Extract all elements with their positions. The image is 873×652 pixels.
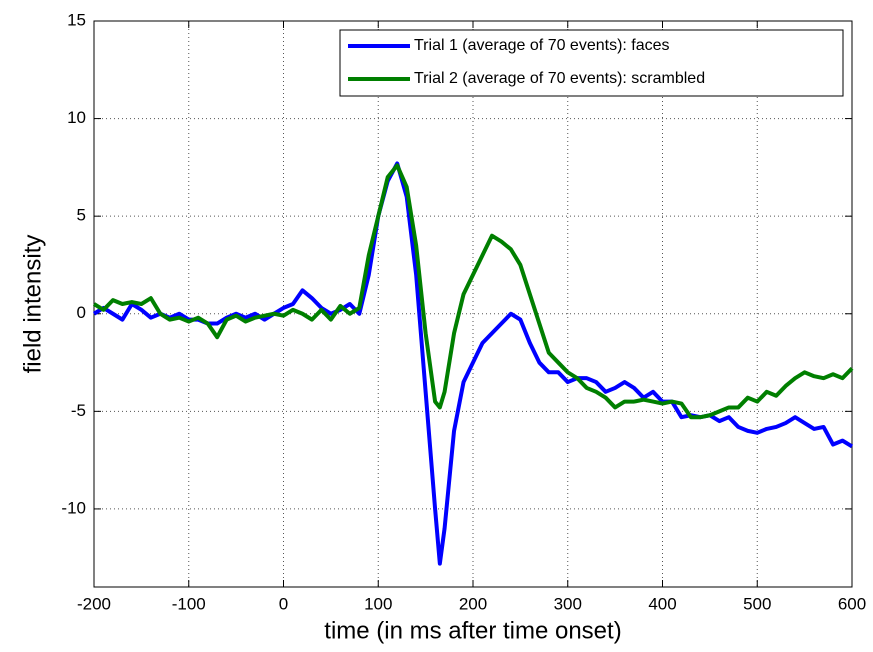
x-tick-label: 500 [743,594,771,613]
x-tick-label: -100 [172,594,206,613]
data-line [92,163,854,420]
legend-label: Trial 2 (average of 70 events): scramble… [414,70,705,87]
x-tick-label: 400 [648,594,676,613]
y-tick-label: 10 [67,108,86,127]
data-line [92,161,854,566]
x-tick-label: -200 [77,594,111,613]
y-axis-label: field intensity [19,235,46,374]
y-tick-label: 5 [77,206,86,225]
x-tick-label: 200 [459,594,487,613]
legend-label: Trial 1 (average of 70 events): faces [414,37,670,54]
y-tick-label: 15 [67,10,86,29]
x-tick-label: 300 [554,594,582,613]
legend-box [339,29,844,97]
y-tick-label: -5 [71,401,86,420]
y-tick-label: -10 [61,498,86,517]
y-tick-label: 0 [77,303,86,322]
plot-area [94,21,852,587]
x-axis-label: time (in ms after time onset) [324,617,621,644]
x-tick-label: 600 [838,594,866,613]
x-tick-label: 0 [279,594,288,613]
x-tick-label: 100 [364,594,392,613]
